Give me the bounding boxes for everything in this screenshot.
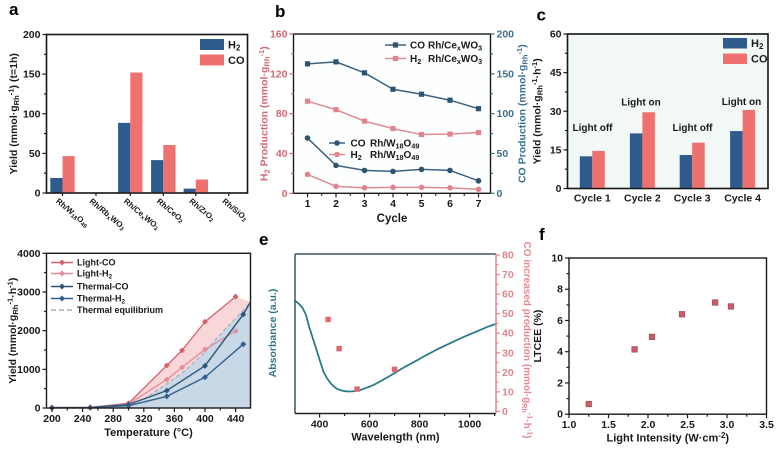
svg-text:120: 120 <box>270 68 288 80</box>
svg-text:Thermal-CO: Thermal-CO <box>77 282 129 292</box>
svg-text:CO: CO <box>410 41 425 52</box>
svg-text:8: 8 <box>557 284 563 296</box>
svg-text:a: a <box>9 0 19 19</box>
svg-text:240: 240 <box>74 413 92 425</box>
svg-text:40: 40 <box>502 328 514 340</box>
svg-text:Light-CO: Light-CO <box>77 258 116 268</box>
svg-text:400: 400 <box>311 419 329 431</box>
svg-text:5: 5 <box>419 198 425 210</box>
svg-text:b: b <box>275 2 285 21</box>
svg-text:150: 150 <box>23 69 41 81</box>
svg-text:3.0: 3.0 <box>720 419 735 431</box>
svg-text:400: 400 <box>196 413 214 425</box>
svg-text:50: 50 <box>502 308 514 320</box>
svg-text:0: 0 <box>556 183 562 195</box>
svg-text:360: 360 <box>166 413 184 425</box>
svg-text:Yield (mmol·gRh​-1​·h-1​): Yield (mmol·gRh​-1​·h-1​) <box>6 278 20 384</box>
svg-text:c: c <box>537 6 546 25</box>
svg-text:2: 2 <box>333 198 339 210</box>
svg-text:0: 0 <box>35 188 41 200</box>
svg-text:160: 160 <box>270 29 288 41</box>
svg-text:200: 200 <box>43 413 61 425</box>
svg-text:Light-H2​: Light-H2​ <box>77 269 113 281</box>
svg-text:CO: CO <box>751 54 768 66</box>
svg-text:70: 70 <box>502 269 514 281</box>
svg-text:e: e <box>259 230 268 249</box>
svg-text:Cycle 1: Cycle 1 <box>574 193 611 205</box>
svg-text:Light off: Light off <box>673 123 714 134</box>
svg-text:1000: 1000 <box>17 364 41 376</box>
svg-text:Wavelength (nm): Wavelength (nm) <box>351 432 440 444</box>
svg-text:320: 320 <box>135 413 153 425</box>
svg-text:280: 280 <box>104 413 122 425</box>
svg-text:f: f <box>539 225 545 244</box>
svg-text:6: 6 <box>447 198 453 210</box>
svg-text:30: 30 <box>550 106 562 118</box>
svg-text:Light Intensity (W·cm-2​): Light Intensity (W·cm-2​) <box>606 431 729 445</box>
svg-text:80: 80 <box>276 108 288 120</box>
svg-text:Yield (mmol·gRh​-1​·h-1​): Yield (mmol·gRh​-1​·h-1​) <box>530 58 544 164</box>
svg-text:50: 50 <box>497 148 509 160</box>
svg-text:Thermal equilibrium: Thermal equilibrium <box>77 305 163 315</box>
svg-text:10: 10 <box>502 386 514 398</box>
svg-text:Light on: Light on <box>621 98 660 109</box>
svg-text:45: 45 <box>550 67 562 79</box>
svg-text:100: 100 <box>23 108 41 120</box>
svg-text:4: 4 <box>557 346 563 358</box>
svg-text:Temperature (°C): Temperature (°C) <box>104 427 193 439</box>
svg-text:Absorbance (a.u.): Absorbance (a.u.) <box>267 289 279 378</box>
svg-text:Yield (mmol·gRh​-1​) (t=1h): Yield (mmol·gRh​-1​) (t=1h) <box>7 53 21 174</box>
svg-text:Cycle 2: Cycle 2 <box>624 193 661 205</box>
svg-text:0: 0 <box>282 188 288 200</box>
svg-text:Thermal-H2​: Thermal-H2​ <box>77 294 126 306</box>
svg-text:20: 20 <box>502 367 514 379</box>
svg-text:Cycle 3: Cycle 3 <box>674 193 711 205</box>
svg-text:Light on: Light on <box>722 97 761 108</box>
svg-text:1: 1 <box>305 198 311 210</box>
svg-text:Rh/Cex​WO3​: Rh/Cex​WO3​ <box>428 41 482 53</box>
svg-text:0: 0 <box>502 406 508 418</box>
svg-text:3: 3 <box>362 198 368 210</box>
svg-text:60: 60 <box>550 29 562 41</box>
svg-text:200: 200 <box>23 29 41 41</box>
svg-text:40: 40 <box>276 148 288 160</box>
svg-text:6: 6 <box>557 315 563 327</box>
svg-text:0: 0 <box>497 188 503 200</box>
svg-text:440: 440 <box>227 413 245 425</box>
svg-text:Rh/Cex​WO3​: Rh/Cex​WO3​ <box>428 54 482 66</box>
svg-text:2.5: 2.5 <box>680 419 695 431</box>
svg-text:4: 4 <box>390 198 396 210</box>
svg-text:3.5: 3.5 <box>759 419 774 431</box>
svg-text:60: 60 <box>502 289 514 301</box>
svg-text:4000: 4000 <box>17 248 41 260</box>
svg-text:30: 30 <box>502 347 514 359</box>
svg-text:7: 7 <box>476 198 482 210</box>
svg-text:CO: CO <box>228 55 245 67</box>
svg-text:150: 150 <box>497 68 515 80</box>
svg-text:2000: 2000 <box>17 325 41 337</box>
svg-text:2.0: 2.0 <box>641 419 656 431</box>
svg-text:CO: CO <box>351 139 366 150</box>
svg-text:Cycle 4: Cycle 4 <box>724 193 761 205</box>
svg-text:CO Production (mmol·gRh​-1​): CO Production (mmol·gRh​-1​) <box>515 44 529 183</box>
svg-text:15: 15 <box>550 144 562 156</box>
svg-text:1.5: 1.5 <box>601 419 616 431</box>
svg-text:200: 200 <box>497 29 515 41</box>
svg-text:2: 2 <box>557 377 563 389</box>
svg-text:1.0: 1.0 <box>562 419 577 431</box>
svg-text:LTCEE (%): LTCEE (%) <box>532 310 544 363</box>
svg-text:80: 80 <box>502 250 514 262</box>
svg-text:1000: 1000 <box>458 419 482 431</box>
svg-text:0: 0 <box>35 403 41 415</box>
svg-text:800: 800 <box>411 419 429 431</box>
svg-text:3000: 3000 <box>17 286 41 298</box>
svg-text:600: 600 <box>361 419 379 431</box>
svg-text:100: 100 <box>497 108 515 120</box>
svg-text:10: 10 <box>551 253 563 265</box>
svg-text:Cycle: Cycle <box>377 213 408 225</box>
svg-text:Light off: Light off <box>573 123 614 134</box>
svg-text:50: 50 <box>29 148 41 160</box>
